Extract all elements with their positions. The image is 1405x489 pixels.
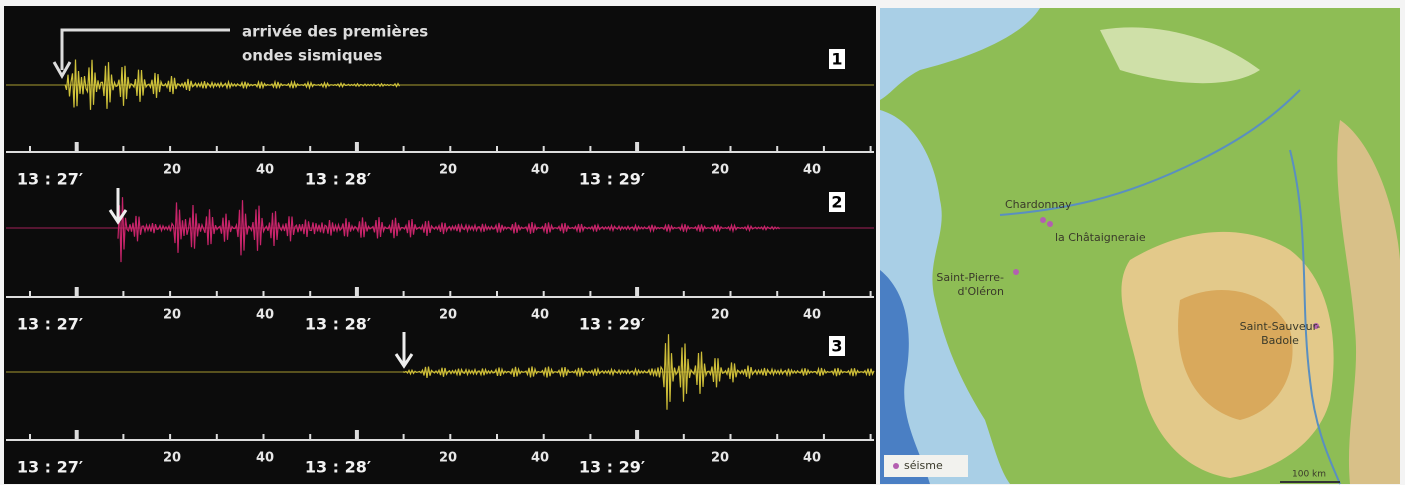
annotation: arrivée des premières — [242, 23, 428, 41]
epicenter — [1040, 217, 1046, 223]
epicenter — [1047, 221, 1053, 227]
place-label: la Châtaigneraie — [1055, 231, 1146, 244]
time-label: 40 — [803, 451, 821, 466]
map: séisme 100 km — [880, 8, 1400, 484]
legend-marker — [893, 463, 899, 469]
body: séisme 100 km arrivée des premières ondes… — [0, 0, 1405, 485]
time-label: 40 — [531, 308, 549, 323]
trace-label: 1 — [831, 50, 842, 69]
annotation: ondes sismiques — [242, 47, 382, 65]
epicenter — [1013, 269, 1019, 275]
time-label: 40 — [256, 451, 274, 466]
time-label: 13 : 28′ — [305, 170, 371, 189]
time-label: 40 — [256, 163, 274, 178]
time-label: 20 — [711, 308, 729, 323]
place-label: Chardonnay — [1005, 198, 1072, 211]
time-label: 20 — [163, 451, 181, 466]
legend-label: séisme — [904, 459, 943, 472]
time-label: 40 — [531, 451, 549, 466]
time-label: 13 : 29′ — [579, 170, 645, 189]
trace-label: 3 — [831, 337, 842, 356]
scale-label: 100 km — [1292, 470, 1326, 480]
time-label: 13 : 27′ — [17, 458, 83, 477]
place-label: d'Oléron — [958, 285, 1004, 298]
time-label: 40 — [256, 308, 274, 323]
time-label: 13 : 27′ — [17, 315, 83, 334]
time-label: 20 — [163, 163, 181, 178]
time-label: 20 — [163, 308, 181, 323]
time-label: 40 — [803, 308, 821, 323]
time-label: 13 : 28′ — [305, 458, 371, 477]
time-label: 13 : 28′ — [305, 315, 371, 334]
place-label: Saint-Pierre- — [936, 271, 1004, 284]
time-label: 13 : 29′ — [579, 458, 645, 477]
time-label: 13 : 29′ — [579, 315, 645, 334]
time-label: 20 — [439, 451, 457, 466]
place-label: Badole — [1261, 334, 1299, 347]
page: Sismogrammes et carte {"seismograms": { … — [0, 0, 1405, 485]
time-label: 40 — [531, 163, 549, 178]
time-label: 20 — [711, 163, 729, 178]
figure: séisme 100 km arrivée des premières ondes… — [0, 0, 1405, 485]
trace-label: 2 — [831, 193, 842, 212]
time-label: 20 — [439, 308, 457, 323]
time-label: 20 — [711, 451, 729, 466]
seismogram-panel — [4, 6, 876, 484]
time-label: 20 — [439, 163, 457, 178]
time-label: 40 — [803, 163, 821, 178]
place-label: Saint-Sauveur- — [1240, 320, 1321, 333]
time-label: 13 : 27′ — [17, 170, 83, 189]
